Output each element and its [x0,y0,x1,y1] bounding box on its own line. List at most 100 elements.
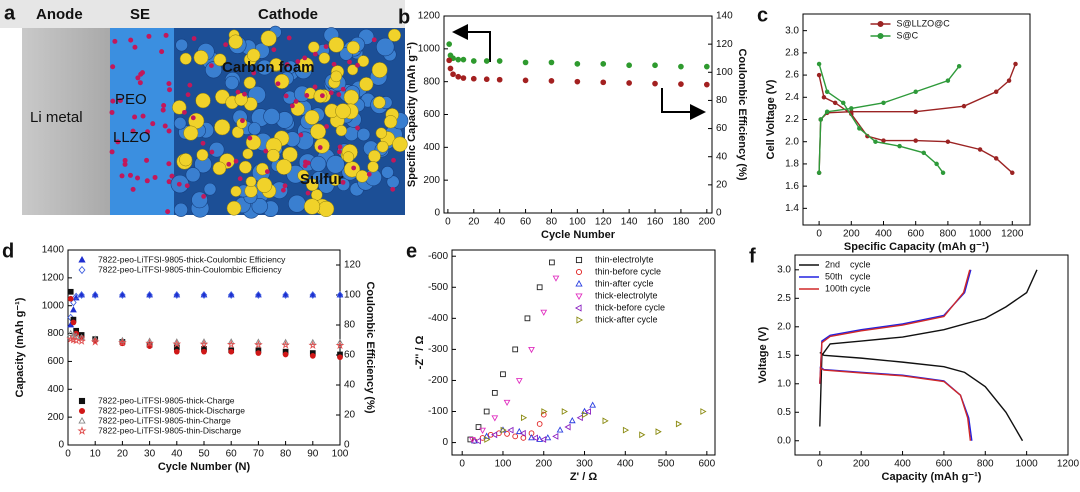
li-ion [336,92,342,97]
marker [961,103,967,109]
marker [655,428,662,436]
panel-a-header [0,0,405,28]
marker [201,348,207,355]
x-tick-label: 90 [307,449,319,460]
li-ion [355,125,360,131]
marker [824,89,830,94]
y-tick-label: 600 [47,356,64,367]
x-tick-label: 0 [65,449,71,460]
sulfur-particle [347,64,359,76]
li-ion [112,38,118,44]
legend-marker [575,256,583,264]
marker [282,291,289,299]
marker [548,59,555,66]
llzo-particle [288,194,306,213]
y-tick-label: 2.5 [777,293,791,304]
li-ion [109,109,115,115]
llzo-label: LLZO [113,129,151,146]
sulfur-particle [329,174,342,186]
marker [700,408,707,415]
marker [71,335,81,345]
li-ion [130,128,136,134]
legend-marker [78,265,86,275]
marker [91,335,99,342]
sulfur-particle [276,159,292,175]
y-tick-label: 0 [58,440,64,451]
marker [539,436,547,443]
sulfur-particle [306,178,319,192]
li-ion [162,123,168,129]
li-ion [135,75,141,81]
marker [309,353,316,359]
panel-letter: f [749,245,756,267]
cathode-label: Cathode [258,6,318,23]
sulfur-particle [193,50,209,65]
marker [309,338,317,345]
marker [227,291,235,298]
llzo-particle [185,167,201,183]
marker [91,291,99,298]
marker [78,291,85,299]
li-ion [128,37,134,43]
marker [254,291,262,298]
marker [227,338,235,345]
li-ion [242,91,247,97]
marker [703,81,710,88]
li-ion [166,81,172,87]
marker [528,347,535,354]
x-tick-label: 0 [459,459,465,470]
marker [993,89,999,94]
sulfur-particle [318,200,335,217]
legend-marker [576,316,584,324]
sulfur-particle [214,119,231,136]
y2-tick-label: 20 [344,410,356,421]
marker [483,76,490,83]
y2-axis-label: Coulombic Efficiency (%) [364,281,376,413]
marker [200,291,208,299]
y-tick-label: 1200 [42,272,65,283]
y-tick-label: 600 [423,109,440,120]
y-tick-label: -300 [428,344,448,355]
legend-label: thin-before cycle [595,266,661,276]
marker [582,411,589,419]
legend-marker [877,32,884,40]
marker [840,100,846,106]
sulfur-particle [238,160,252,174]
y-tick-label: 2.8 [785,48,799,59]
li-ion [337,149,342,155]
marker [993,156,999,161]
marker [821,95,827,100]
marker [455,56,462,63]
llzo-particle [173,202,189,217]
sulfur-particle [376,140,389,153]
marker [72,292,80,301]
li-ion [110,98,116,104]
marker [468,437,476,444]
marker [336,338,344,345]
sulfur-particle [179,52,192,65]
sulfur-particle [310,123,327,140]
y-tick-label: 0.5 [777,407,791,418]
marker [849,106,854,111]
sulfur-particle [226,200,242,216]
marker [118,291,126,298]
marker [678,81,684,87]
legend-label: S@LLZO@C [897,18,951,28]
marker [479,427,486,434]
marker [496,58,503,64]
marker [450,71,456,78]
panel-letter: c [757,4,768,26]
sulfur-particle [256,177,273,193]
sulfur-particle [297,169,309,182]
y-axis-label: Cell Voltage (V) [765,79,777,159]
marker [491,431,498,439]
legend-label: S@C [897,30,919,40]
marker [639,431,646,439]
x-tick-label: 1000 [1016,459,1039,470]
marker [589,401,597,408]
sulfur-particle [375,127,387,139]
marker [255,350,262,356]
marker [487,431,494,438]
li-ion [280,187,286,193]
